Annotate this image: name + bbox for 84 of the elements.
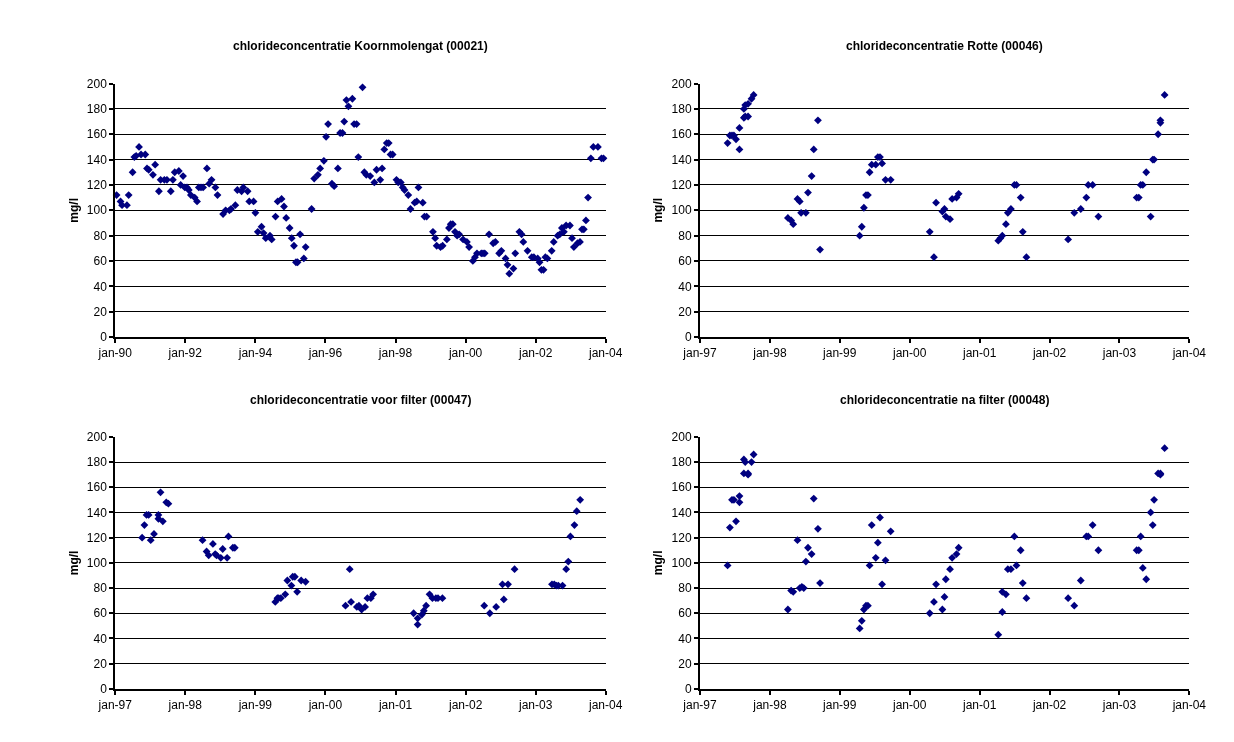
y-tick-label: 20 <box>678 304 692 319</box>
y-tick-label: 120 <box>86 178 108 193</box>
x-tick-label: jan-04 <box>1171 346 1207 361</box>
y-tick-label: 0 <box>100 682 108 697</box>
y-tick-label: 120 <box>671 530 692 545</box>
x-tick-label: jan-02 <box>447 698 483 713</box>
y-tick-label: 40 <box>678 279 692 294</box>
x-tick-label: jan-02 <box>1031 346 1067 361</box>
y-tick-label: 120 <box>671 178 692 193</box>
y-tick-label: 80 <box>93 228 108 243</box>
y-tick-label: 100 <box>671 203 692 218</box>
y-tick-label: 160 <box>671 127 692 142</box>
y-tick-label: 80 <box>678 228 692 243</box>
x-tick-label: jan-03 <box>1101 346 1137 361</box>
y-tick-label: 80 <box>678 581 692 596</box>
y-tick-label: 20 <box>93 656 108 671</box>
y-tick-label: 0 <box>684 682 692 697</box>
y-tick-label: 200 <box>671 76 692 91</box>
y-tick-label: 180 <box>86 102 108 117</box>
y-tick-label: 40 <box>93 631 108 646</box>
y-tick-label: 20 <box>93 304 108 319</box>
y-tick-label: 60 <box>678 254 692 269</box>
y-tick-label: 0 <box>684 330 692 345</box>
x-tick-label: jan-97 <box>97 698 133 713</box>
y-tick-label: 60 <box>678 606 692 621</box>
chart-title: chlorideconcentratie Rotte (00046) <box>846 39 1043 53</box>
chart-title: chlorideconcentratie Koornmolengat (00021) <box>233 39 488 53</box>
x-tick-label: jan-98 <box>167 698 203 713</box>
y-tick-label: 160 <box>86 480 108 495</box>
y-tick-label: 140 <box>671 505 692 520</box>
x-tick-label: jan-97 <box>682 698 718 713</box>
y-tick-label: 60 <box>93 606 108 621</box>
y-tick-label: 140 <box>86 505 108 520</box>
y-axis-title: mg/l <box>66 550 81 576</box>
y-tick-label: 140 <box>671 152 692 167</box>
y-tick-label: 200 <box>671 430 692 445</box>
x-tick-label: jan-03 <box>518 698 553 713</box>
x-tick-label: jan-96 <box>307 346 343 361</box>
x-tick-label: jan-98 <box>752 698 787 713</box>
y-tick-label: 200 <box>86 76 108 91</box>
x-tick-label: jan-90 <box>97 346 133 361</box>
x-tick-label: jan-98 <box>377 346 413 361</box>
x-tick-label: jan-04 <box>588 346 623 361</box>
y-tick-label: 80 <box>93 581 108 596</box>
x-tick-label: jan-99 <box>237 698 273 713</box>
y-tick-label: 200 <box>86 430 108 445</box>
x-tick-label: jan-00 <box>307 698 343 713</box>
chart-title: chlorideconcentratie na filter (00048) <box>840 393 1050 407</box>
x-tick-label: jan-99 <box>822 698 857 713</box>
y-tick-label: 40 <box>678 631 692 646</box>
y-tick-label: 100 <box>671 556 692 571</box>
x-tick-label: jan-04 <box>1171 698 1207 713</box>
y-tick-label: 0 <box>100 330 108 345</box>
x-tick-label: jan-94 <box>237 346 273 361</box>
y-tick-label: 160 <box>671 480 692 495</box>
x-tick-label: jan-92 <box>167 346 203 361</box>
x-tick-label: jan-99 <box>822 346 857 361</box>
x-tick-label: jan-03 <box>1101 698 1137 713</box>
y-tick-label: 120 <box>86 530 108 545</box>
x-tick-label: jan-98 <box>752 346 787 361</box>
chart-title: chlorideconcentratie voor filter (00047) <box>250 393 472 407</box>
y-tick-label: 60 <box>93 254 108 269</box>
x-tick-label: jan-00 <box>891 346 927 361</box>
y-tick-label: 180 <box>671 455 692 470</box>
x-tick-label: jan-00 <box>891 698 927 713</box>
x-tick-label: jan-00 <box>447 346 483 361</box>
x-tick-label: jan-04 <box>588 698 623 713</box>
x-tick-label: jan-01 <box>377 698 413 713</box>
y-tick-label: 180 <box>671 102 692 117</box>
y-tick-label: 20 <box>678 656 692 671</box>
y-tick-label: 180 <box>86 455 108 470</box>
x-tick-label: jan-97 <box>682 346 718 361</box>
y-tick-label: 40 <box>93 279 108 294</box>
y-tick-label: 160 <box>86 127 108 142</box>
y-axis-title: mg/l <box>66 197 81 223</box>
y-tick-label: 100 <box>86 556 108 571</box>
x-tick-label: jan-02 <box>518 346 553 361</box>
y-axis-title: mg/l <box>651 197 666 223</box>
y-tick-label: 140 <box>86 152 108 167</box>
y-axis-title: mg/l <box>651 550 666 576</box>
x-tick-label: jan-01 <box>962 346 997 361</box>
x-tick-label: jan-01 <box>962 698 997 713</box>
y-tick-label: 100 <box>86 203 108 218</box>
x-tick-label: jan-02 <box>1031 698 1067 713</box>
